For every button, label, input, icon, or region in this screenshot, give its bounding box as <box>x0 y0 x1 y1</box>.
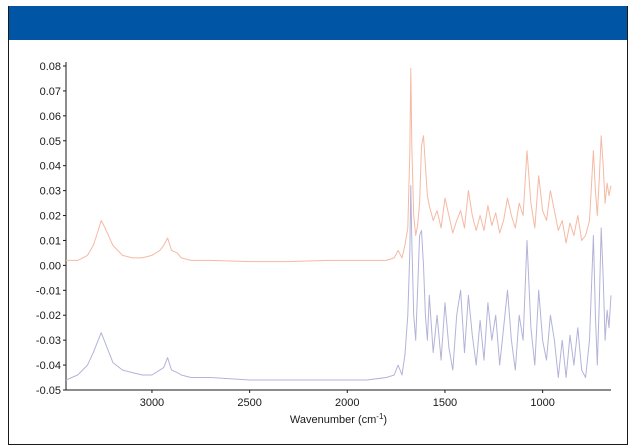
spectrum-line-2 <box>65 185 612 381</box>
spectrum-line-1 <box>66 68 612 263</box>
x-axis-title-main: Wavenumber (cm <box>290 414 376 426</box>
y-tick-label: 0.06 <box>40 111 61 123</box>
axes <box>65 62 611 391</box>
chart-frame <box>8 6 628 445</box>
series-layer <box>65 68 612 381</box>
header-bar <box>9 6 627 40</box>
x-tick-label: 2000 <box>335 397 359 409</box>
x-tick-label: 1500 <box>433 397 457 409</box>
x-tick-label: 2500 <box>237 397 261 409</box>
y-tick-label: -0.03 <box>36 335 61 347</box>
y-axis-ticks: 0.08 0.07 0.06 0.05 0.04 0.03 0.02 0.01 0.00 -0.0… <box>36 61 66 397</box>
y-tick-label: -0.01 <box>36 285 61 297</box>
y-tick-label: -0.02 <box>36 310 61 322</box>
y-tick-label: 0.02 <box>40 211 61 223</box>
x-axis-title-tail: ) <box>383 414 387 426</box>
y-tick-label: 0.04 <box>40 161 61 173</box>
x-axis-title-superscript: -1 <box>376 412 384 421</box>
y-tick-label: 0.01 <box>40 235 61 247</box>
x-tick-label: 3000 <box>140 397 164 409</box>
x-axis-title: Wavenumber (cm-1) <box>290 412 387 426</box>
y-tick-label: 0.03 <box>40 186 61 198</box>
y-tick-label: 0.05 <box>40 136 61 148</box>
y-tick-label: 0.07 <box>40 86 61 98</box>
y-tick-label: 0.00 <box>40 260 61 272</box>
x-axis-ticks: 3000 2500 2000 1500 1000 <box>140 390 555 409</box>
y-tick-label: -0.05 <box>36 385 61 397</box>
x-tick-label: 1000 <box>530 397 554 409</box>
y-tick-label: 0.08 <box>40 61 61 73</box>
y-tick-label: -0.04 <box>36 360 61 372</box>
